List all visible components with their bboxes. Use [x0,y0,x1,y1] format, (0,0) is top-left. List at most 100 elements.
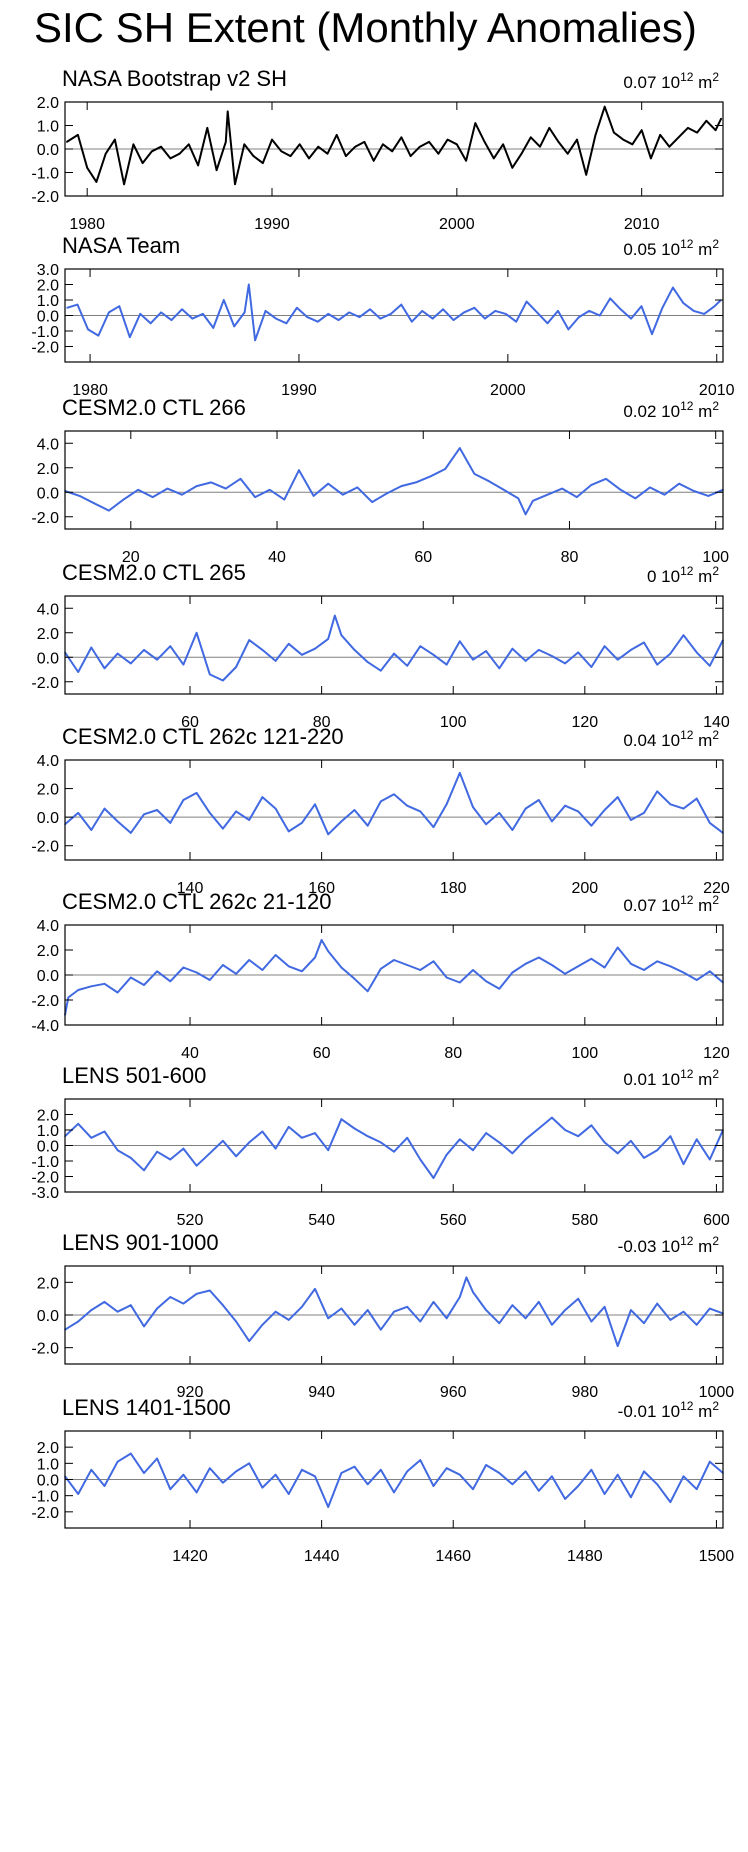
data-point [317,145,320,148]
x-tick-label: 2010 [699,382,735,399]
data-point [248,1340,250,1342]
panel-stat: 0.07 1012 m2 [623,70,719,92]
data-point [695,651,698,654]
data-point [546,493,549,496]
y-tick-label: 0.0 [37,968,59,985]
data-point [603,105,606,108]
data-point [181,308,183,311]
panel-stat: 0.02 1012 m2 [623,399,719,421]
data-point [682,1475,685,1478]
series-line [64,939,724,1016]
data-point [169,1488,172,1490]
data-point [393,652,395,655]
data-point [209,979,211,981]
data-point [327,482,330,485]
data-point [77,671,79,673]
data-point [90,1309,93,1311]
data-point [577,651,579,654]
data-point [465,160,467,162]
data-point [622,138,624,141]
data-point [195,971,198,974]
data-point [669,965,672,968]
data-point [419,969,422,971]
data-point [488,480,490,483]
data-point [616,796,619,798]
data-point [682,807,685,810]
panel-title: CESM2.0 CTL 262c 21-120 [62,889,331,914]
data-point [445,1154,448,1156]
data-point [366,1483,369,1486]
data-point [103,667,106,670]
data-point [564,804,566,807]
data-point [141,162,144,164]
data-point [345,155,347,157]
data-point [419,1320,422,1323]
panel-title: CESM2.0 CTL 265 [62,560,246,585]
plot-frame [64,759,724,861]
data-point [306,316,309,318]
data-point [720,117,722,120]
data-point [195,1491,198,1494]
data-point [380,669,382,672]
data-point [538,1301,540,1303]
data-point [465,1276,468,1279]
data-point [643,969,645,971]
data-point [452,319,455,321]
y-tick-label: -2.0 [31,1341,59,1358]
data-point [605,478,607,480]
data-point [222,1304,224,1306]
data-point [640,305,643,308]
data-point [390,313,392,315]
data-point [459,981,461,984]
data-point [485,1132,487,1134]
data-point [432,826,435,828]
data-point [419,1158,422,1161]
y-tick-label: -4.0 [31,1018,59,1035]
y-tick-label: 2.0 [37,626,59,643]
data-point [379,317,382,320]
data-point [431,317,434,320]
x-tick-label: 2010 [624,216,660,233]
data-point [643,1157,645,1159]
data-point [353,978,356,980]
data-point [261,1130,264,1133]
data-point [459,1296,461,1298]
data-point [103,1130,106,1133]
y-tick-label: 2.0 [37,943,59,960]
data-point [493,157,495,160]
series-line [66,283,722,342]
data-point [616,1152,619,1155]
data-point [656,1302,658,1305]
data-point [235,810,237,813]
data-point [280,150,283,153]
data-point [564,662,566,665]
x-tick-label: 2000 [490,382,526,399]
data-point [353,1465,356,1468]
data-point [317,320,319,323]
x-tick-label: 220 [703,880,730,897]
data-point [695,979,698,981]
data-point [182,1147,185,1150]
data-point [585,174,587,176]
data-point [143,1472,145,1474]
x-tick-label: 160 [308,880,335,897]
data-point [103,983,106,985]
data-point [130,662,132,665]
data-point [261,1324,264,1326]
data-point [149,322,152,325]
data-point [619,489,622,491]
data-point [225,141,227,143]
data-point [170,319,173,321]
x-tick-label: 960 [440,1384,467,1401]
data-point [235,1320,237,1323]
data-point [498,667,501,670]
data-point [511,167,514,169]
data-point [557,310,559,312]
y-tick-label: 2.0 [37,278,59,295]
data-point [511,971,514,974]
data-point [656,960,658,963]
data-point [235,666,237,668]
data-point [498,1472,501,1474]
data-point [314,1288,316,1290]
data-point [406,1306,409,1308]
